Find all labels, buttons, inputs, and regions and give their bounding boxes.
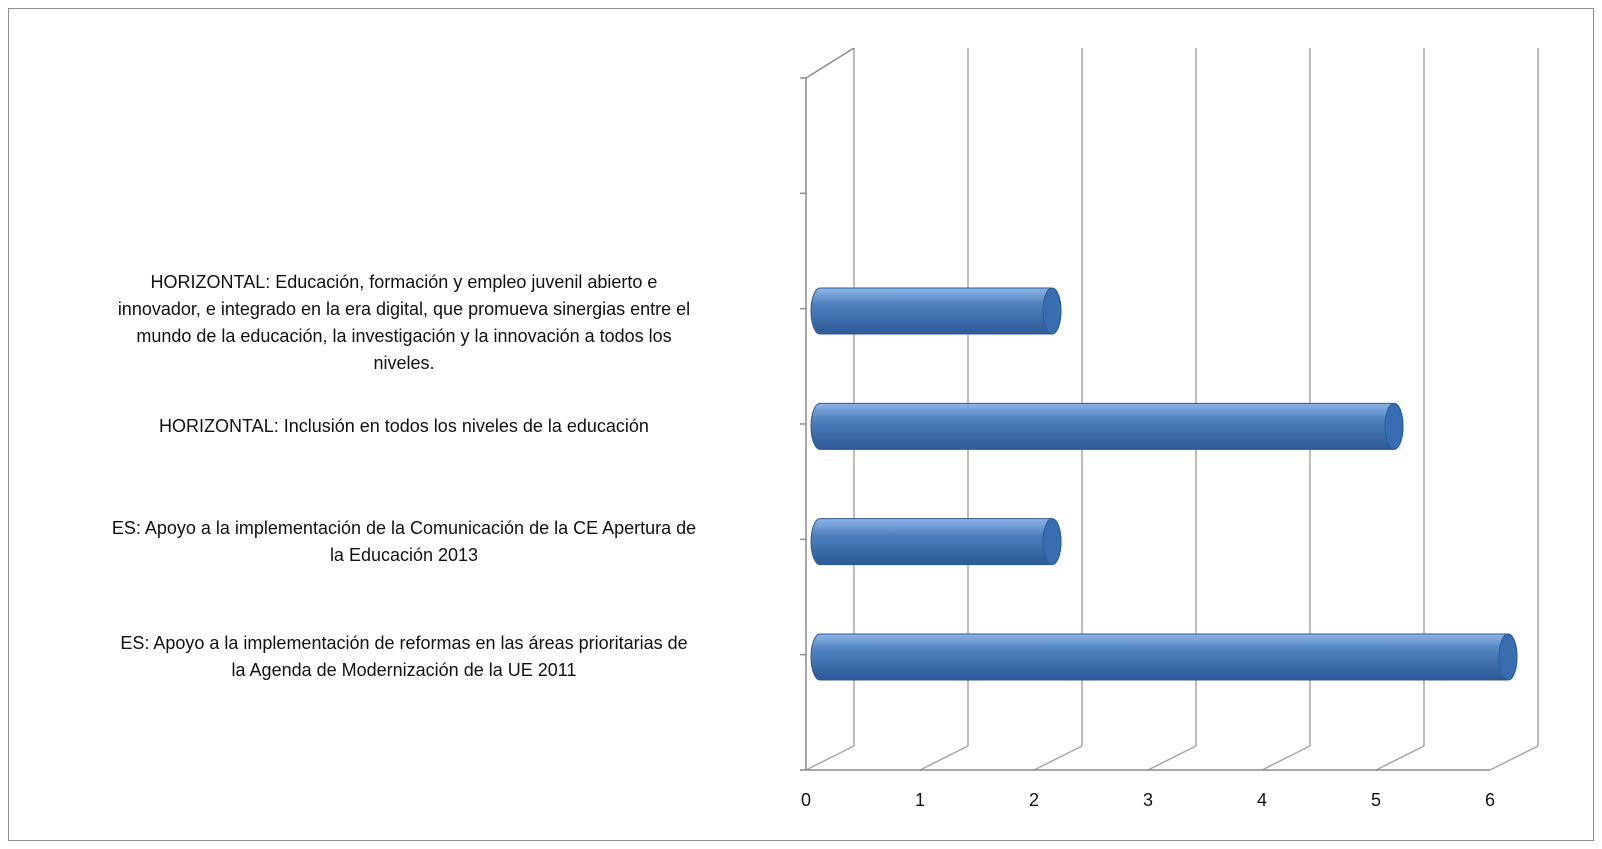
bar-body [810, 402, 1404, 450]
category-label: HORIZONTAL: Inclusión en todos los nivel… [14, 413, 794, 440]
bar [810, 402, 1404, 450]
floor-line-2 [1033, 745, 1083, 771]
x-tick-label: 5 [1371, 790, 1381, 810]
axes [800, 47, 1490, 771]
category-label-line: ES: Apoyo a la implementación de reforma… [120, 633, 688, 653]
bar-end-cap [1042, 518, 1062, 566]
floor-line-1 [919, 745, 969, 771]
category-label: HORIZONTAL: Educación, formación y emple… [14, 269, 794, 377]
side-wall-top [805, 47, 855, 79]
bar-end-cap [1498, 633, 1518, 681]
category-label-line: niveles. [373, 353, 435, 373]
x-tick-label: 1 [915, 790, 925, 810]
bar-body [810, 633, 1518, 681]
floor-line-5 [1375, 745, 1425, 771]
category-label-line: HORIZONTAL: Educación, formación y emple… [150, 272, 658, 292]
x-tick-label: 0 [801, 790, 811, 810]
bar-body [810, 518, 1062, 566]
bar [810, 518, 1062, 566]
floor-line-0 [805, 745, 855, 771]
gridlines [805, 48, 1539, 771]
bar [810, 633, 1518, 681]
bar-body [810, 287, 1062, 335]
category-label-line: mundo de la educación, la investigación … [136, 326, 672, 346]
x-tick-label: 2 [1029, 790, 1039, 810]
floor-line-4 [1261, 745, 1311, 771]
bars [810, 287, 1518, 681]
bar [810, 287, 1062, 335]
x-tick-label: 6 [1485, 790, 1495, 810]
category-label: ES: Apoyo a la implementación de reforma… [14, 630, 794, 684]
floor-line-3 [1147, 745, 1197, 771]
category-label-line: HORIZONTAL: Inclusión en todos los nivel… [159, 415, 649, 436]
category-label-line: la Agenda de Modernización de la UE 2011 [231, 660, 577, 680]
x-tick-label: 4 [1257, 790, 1267, 810]
x-tick-label: 3 [1143, 790, 1153, 810]
category-label-line: innovador, e integrado en la era digital… [117, 299, 691, 319]
category-label-line: la Educación 2013 [329, 544, 479, 565]
category-label-line: ES: Apoyo a la implementación de la Comu… [111, 517, 697, 538]
bar-end-cap [1384, 402, 1404, 450]
category-label: ES: Apoyo a la implementación de la Comu… [14, 515, 794, 569]
bar-end-cap [1042, 287, 1062, 335]
x-tick-labels: 0 1 2 3 4 5 6 [801, 790, 1495, 810]
floor-line-6 [1489, 745, 1539, 771]
